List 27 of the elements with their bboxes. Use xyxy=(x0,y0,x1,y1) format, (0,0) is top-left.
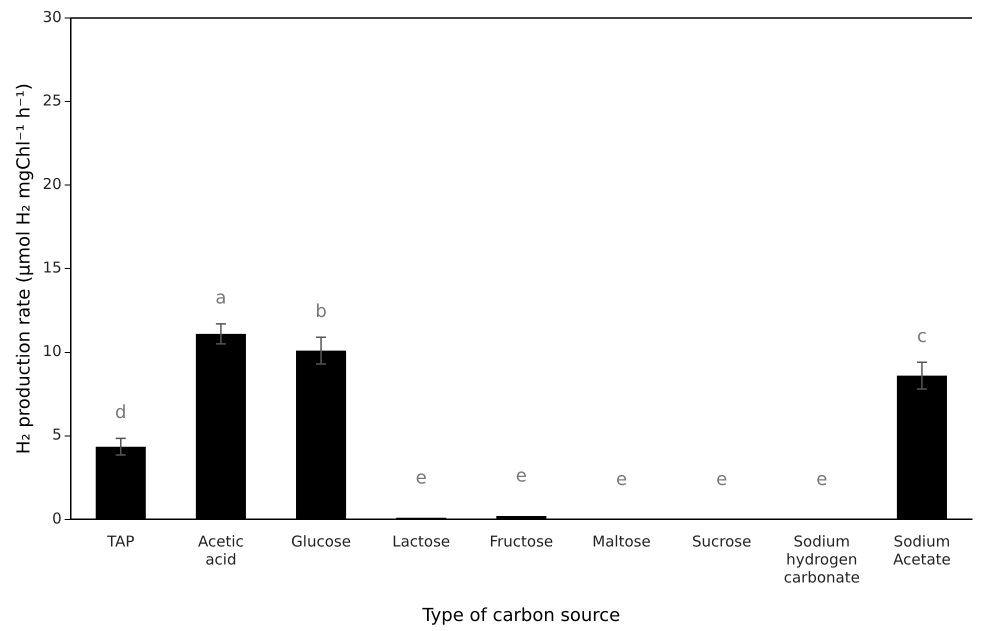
x-tick-label: Glucose xyxy=(291,532,351,550)
x-tick-label: Lactose xyxy=(392,532,450,550)
x-tick-label: Sucrose xyxy=(692,532,752,550)
y-tick-label: 5 xyxy=(52,426,62,444)
annotation: e xyxy=(616,469,628,490)
x-axis-title: Type of carbon source xyxy=(421,604,620,626)
annotation: e xyxy=(816,469,828,490)
y-tick-label: 0 xyxy=(52,509,62,528)
y-tick-label: 30 xyxy=(42,8,62,26)
x-tick-label: Fructose xyxy=(490,532,554,550)
y-tick-label: 20 xyxy=(42,175,62,194)
y-tick-label: 10 xyxy=(42,342,62,360)
x-tick-label: TAP xyxy=(106,532,134,550)
x-tick-label: Sodium hydrogen carbonate xyxy=(784,532,860,586)
x-tick-label: Sodium Acetate xyxy=(893,532,951,568)
annotation: a xyxy=(215,288,226,309)
x-tick-label: Acetic acid xyxy=(198,532,244,568)
y-tick-label: 15 xyxy=(42,258,62,277)
annotation: b xyxy=(315,300,327,322)
annotation: e xyxy=(516,466,527,487)
annotation: c xyxy=(916,326,927,347)
annotation: e xyxy=(716,469,728,490)
y-axis-title: H₂ production rate (µmol H₂ mgChl⁻¹ h⁻¹) xyxy=(13,83,34,454)
annotation: e xyxy=(416,467,427,488)
x-tick-label: Maltose xyxy=(592,532,651,550)
annotation: d xyxy=(115,402,126,424)
y-tick-label: 25 xyxy=(42,91,62,110)
